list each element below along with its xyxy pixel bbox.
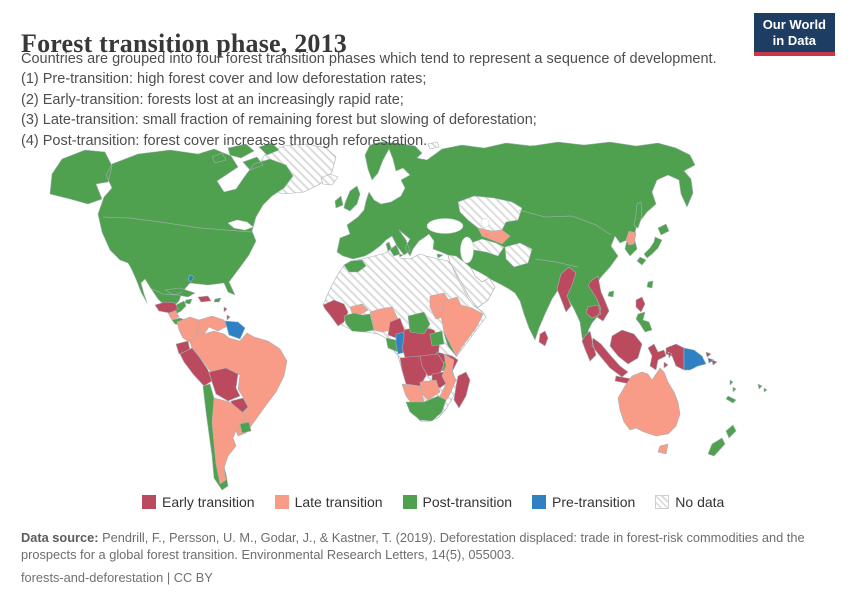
region-north-america[interactable] (49, 142, 294, 315)
region-vanuatu[interactable] (729, 379, 737, 393)
legend-label: Pre-transition (552, 494, 636, 510)
region-middle-east[interactable] (447, 254, 496, 309)
region-tunisia[interactable] (389, 244, 401, 257)
owid-logo[interactable]: Our World in Data (753, 13, 835, 56)
subtitle-line: (4) Post-transition: forest cover increa… (21, 132, 428, 149)
legend-label: Late transition (294, 494, 383, 510)
owid-logo-line1: Our World (762, 17, 826, 32)
region-botswana[interactable] (419, 379, 441, 401)
region-hispaniola[interactable] (197, 295, 212, 303)
subtitle-line: (1) Pre-transition: high forest cover an… (21, 71, 427, 88)
region-sakhalin[interactable] (633, 201, 643, 229)
region-uzbekistan[interactable] (477, 227, 511, 245)
legend-label: No data (675, 494, 725, 510)
subtitle-line: Countries are grouped into four forest t… (21, 51, 717, 67)
data-source-label: Data source: (21, 530, 99, 545)
region-puerto-rico[interactable] (213, 297, 222, 303)
legend-swatch-pre (532, 495, 547, 509)
region-philippines-south[interactable] (635, 311, 653, 333)
region-guatemala-honduras[interactable] (154, 301, 179, 314)
subtitle-line: (3) Late-transition: small fraction of r… (21, 112, 537, 129)
region-sri-lanka[interactable] (538, 330, 549, 347)
subtitle-line: (2) Early-transition: forests lost at an… (21, 91, 404, 108)
region-bolivia[interactable] (208, 367, 241, 402)
chart-subtitle: Countries are grouped into four forest t… (21, 49, 801, 151)
legend-item-post[interactable]: Post-transition (402, 494, 513, 510)
region-new-caledonia[interactable] (725, 395, 737, 404)
region-philippines-luzon[interactable] (635, 296, 646, 313)
legend-item-pre[interactable]: Pre-transition (532, 494, 635, 510)
legend-item-late[interactable]: Late transition (274, 494, 383, 510)
region-hainan[interactable] (607, 290, 615, 298)
map-regions (49, 141, 768, 491)
region-new-zealand[interactable] (707, 424, 737, 457)
great-lakes (227, 219, 254, 231)
region-japan[interactable] (636, 223, 670, 266)
region-kazakhstan[interactable] (457, 195, 523, 233)
region-australia[interactable] (617, 367, 681, 455)
caspian-sea (460, 236, 474, 264)
region-vietnam-cambodia[interactable] (585, 275, 610, 322)
legend-swatch-late (274, 495, 289, 509)
region-brazil[interactable] (189, 329, 288, 437)
region-myanmar[interactable] (556, 266, 577, 313)
region-iceland[interactable] (320, 173, 339, 186)
region-morocco[interactable] (343, 259, 367, 273)
region-bahamas[interactable] (187, 274, 195, 283)
region-south-sudan[interactable] (407, 311, 431, 335)
internal-borders (102, 209, 612, 296)
region-turkmenistan[interactable] (467, 238, 505, 257)
legend-swatch-no_data (655, 495, 670, 509)
owid-logo-line2: in Data (772, 33, 817, 48)
region-afghanistan[interactable] (504, 242, 533, 268)
legend-swatch-post (402, 495, 417, 509)
region-south-africa[interactable] (405, 395, 447, 422)
aral-sea (480, 218, 490, 228)
region-cote-divoire-ghana[interactable] (343, 312, 375, 333)
region-nicaragua[interactable] (167, 310, 180, 321)
region-angola[interactable] (399, 355, 429, 387)
legend-swatch-early (142, 495, 156, 509)
region-fiji[interactable] (757, 383, 768, 393)
region-west-africa-coast[interactable] (322, 299, 349, 327)
region-horn-of-africa[interactable] (440, 296, 484, 357)
region-guyana-suriname[interactable] (224, 320, 246, 340)
region-north-korea[interactable] (625, 230, 637, 246)
data-source-text: Pendrill, F., Persson, U. M., Godar, J.,… (21, 530, 805, 562)
license-line: forests-and-deforestation | CC BY (21, 570, 213, 585)
region-ireland[interactable] (334, 195, 344, 209)
legend-label: Post-transition (422, 494, 513, 510)
region-jamaica[interactable] (184, 298, 193, 305)
region-svalbard[interactable] (427, 141, 440, 150)
region-taiwan[interactable] (646, 280, 654, 289)
region-lesser-antilles[interactable] (223, 306, 231, 321)
region-solomon-islands[interactable] (705, 351, 718, 366)
data-source-line: Data source: Pendrill, F., Persson, U. M… (21, 529, 823, 563)
footer: Data source: Pendrill, F., Persson, U. M… (21, 529, 823, 586)
legend-label: Early transition (162, 494, 255, 510)
region-papua-new-guinea[interactable] (683, 347, 715, 371)
legend-item-early[interactable]: Early transition (142, 494, 255, 510)
legend-item-no_data[interactable]: No data (655, 494, 724, 510)
region-uganda[interactable] (429, 330, 445, 347)
region-uk[interactable] (343, 185, 361, 212)
black-sea (426, 218, 464, 234)
region-uruguay[interactable] (239, 421, 252, 434)
region-madagascar[interactable] (453, 371, 471, 409)
region-argentina[interactable] (211, 397, 247, 485)
map-legend: Early transition Late transition Post-tran… (142, 494, 724, 510)
page-title: Forest transition phase, 2013 (21, 29, 347, 59)
